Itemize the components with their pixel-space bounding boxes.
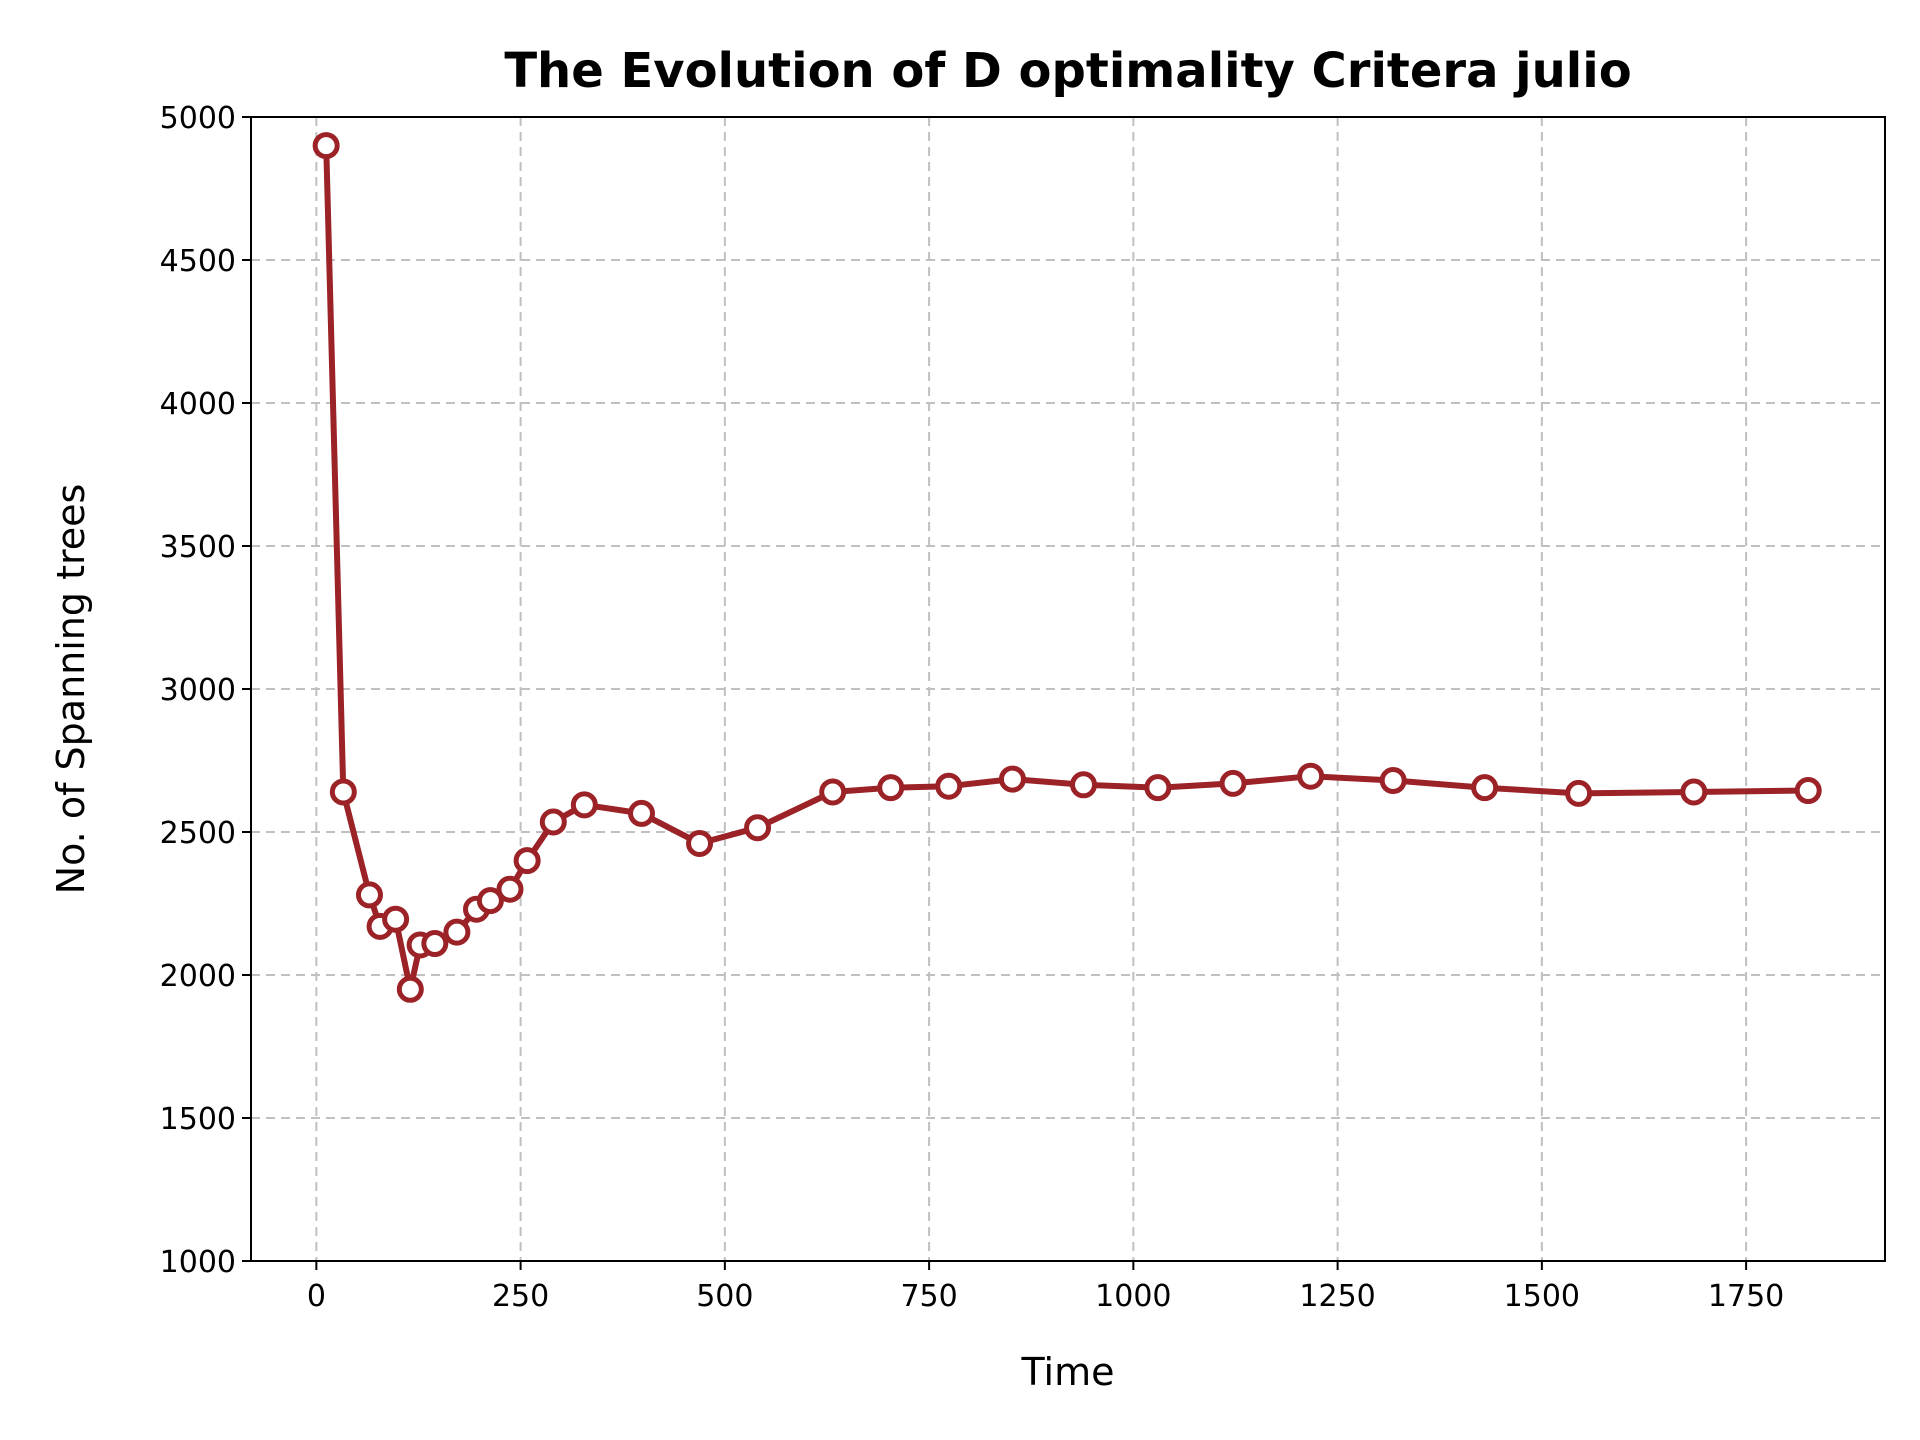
y-tick-label: 2000 [160,959,236,994]
x-tick-label: 0 [307,1279,326,1314]
plot-frame [250,116,1886,1262]
data-point [570,791,598,819]
x-tick-label: 1000 [1095,1279,1171,1314]
y-axis-label: No. of Spanning trees [49,484,93,895]
grid-lines [251,116,1885,1262]
y-tick-label: 4500 [160,244,236,279]
data-point [539,808,567,836]
data-point [355,881,383,909]
y-tick-label: 2500 [160,816,236,851]
x-tick-label: 250 [492,1279,549,1314]
data-point [476,887,504,915]
x-axis-label: Time [1021,1350,1115,1394]
data-point [1379,767,1407,795]
data-point [877,774,905,802]
data-point [1794,777,1822,805]
data-point [312,132,340,160]
y-tick-label: 1500 [160,1102,236,1137]
y-tick-label: 5000 [160,101,236,136]
x-tick-label: 500 [696,1279,753,1314]
data-point [998,765,1026,793]
data-point [421,930,449,958]
data-point [382,905,410,933]
data-point [935,772,963,800]
series-line [323,142,1812,993]
series-layer [312,132,1822,1003]
y-tick-label: 3000 [160,673,236,708]
data-point [744,814,772,842]
x-tick-label: 1250 [1299,1279,1375,1314]
data-point [819,778,847,806]
data-point [1565,779,1593,807]
axis-ticks: 0 250 500 750 1000 1250 1500 1750 1000 1500 2000 25… [160,101,1785,1314]
x-tick-label: 750 [900,1279,957,1314]
data-point [443,918,471,946]
y-tick-label: 4000 [160,387,236,422]
data-point [1144,774,1172,802]
data-point [1297,762,1325,790]
data-point [1680,778,1708,806]
chart-title: The Evolution of D optimality Critera ju… [504,43,1631,99]
data-point [686,829,714,857]
data-point [329,778,357,806]
data-point [396,975,424,1003]
data-point [1219,769,1247,797]
data-point [1070,771,1098,799]
y-tick-label: 3500 [160,530,236,565]
data-point [628,799,656,827]
data-point [513,847,541,875]
data-point [1471,774,1499,802]
data-point [496,875,524,903]
y-tick-label: 1000 [160,1245,236,1280]
x-tick-label: 1750 [1708,1279,1784,1314]
x-tick-label: 1500 [1504,1279,1580,1314]
